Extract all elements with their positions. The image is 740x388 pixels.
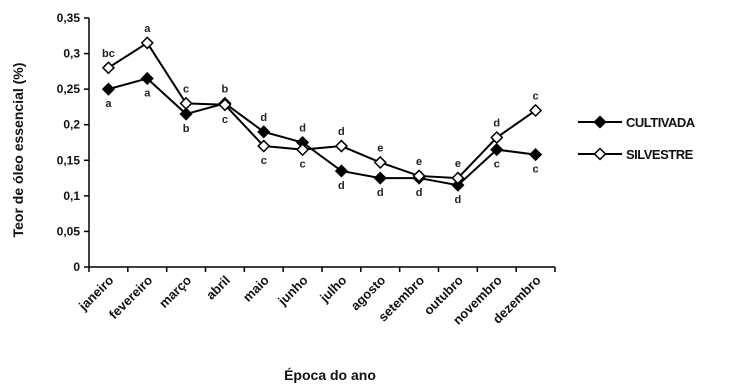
significance-label: c — [261, 155, 267, 167]
legend-label: SILVESTRE — [626, 147, 694, 162]
data-point — [257, 125, 271, 139]
legend-item: CULTIVADA — [578, 115, 696, 130]
data-point — [529, 148, 543, 162]
y-tick-label: 0,35 — [57, 11, 81, 25]
data-point — [490, 143, 504, 157]
legend: CULTIVADA SILVESTRE — [578, 115, 696, 162]
significance-label: c — [222, 114, 228, 126]
data-point — [179, 107, 193, 121]
data-point — [451, 171, 465, 185]
significance-label: c — [533, 164, 539, 176]
significance-label: a — [144, 87, 151, 99]
data-point — [373, 155, 387, 169]
legend-item: SILVESTRE — [578, 147, 694, 162]
x-tick-label: julho — [316, 272, 349, 305]
significance-label: d — [338, 180, 345, 192]
x-tick-label: maio — [240, 272, 272, 304]
significance-label: d — [260, 112, 267, 124]
significance-label: c — [494, 159, 500, 171]
data-point — [257, 139, 271, 153]
y-tick-label: 0,1 — [63, 189, 80, 203]
significance-label: a — [144, 23, 151, 35]
data-point — [140, 71, 154, 86]
data-point — [412, 169, 426, 183]
data-point — [490, 130, 504, 145]
x-tick-label: março — [156, 272, 194, 310]
data-point — [179, 96, 193, 110]
data-point — [373, 171, 387, 185]
significance-label: d — [377, 187, 384, 199]
legend-label: CULTIVADA — [626, 115, 696, 130]
significance-label: d — [455, 194, 462, 206]
plot-series: a a b b d d d d d d c c bc a c c c c d e e e d c — [101, 23, 543, 206]
significance-label: e — [416, 156, 422, 168]
data-point — [140, 36, 154, 50]
significance-label: c — [183, 83, 189, 95]
significance-label: d — [338, 126, 345, 138]
significance-label: d — [493, 118, 500, 130]
significance-label: bc — [102, 48, 115, 60]
legend-marker — [593, 147, 607, 161]
x-tick-label: fevereiro — [106, 272, 155, 321]
data-point — [101, 82, 115, 96]
y-tick-label: 0,3 — [63, 47, 80, 61]
x-tick-label: junho — [274, 272, 310, 308]
data-point — [529, 103, 543, 118]
x-axis-title: Época do ano — [284, 367, 376, 383]
data-point — [218, 98, 232, 112]
significance-label: d — [299, 123, 306, 135]
significance-label: b — [183, 123, 190, 135]
series-cultivada: a a b b d d d d d d c c — [101, 71, 543, 206]
significance-label: a — [105, 98, 112, 110]
significance-label: c — [300, 159, 306, 171]
data-point — [101, 61, 115, 75]
significance-label: e — [377, 142, 383, 154]
significance-label: c — [533, 90, 539, 102]
significance-label: e — [455, 158, 461, 170]
series-line — [107, 41, 537, 180]
y-tick-label: 0,2 — [63, 118, 80, 132]
data-point — [296, 143, 310, 157]
y-tick-label: 0,05 — [57, 224, 81, 238]
data-point — [334, 164, 348, 178]
legend-marker — [593, 115, 607, 129]
y-axis: 0 0,05 0,1 0,15 0,2 0,25 0,3 0,35 — [57, 11, 90, 274]
data-point — [451, 178, 465, 192]
significance-label: d — [416, 187, 423, 199]
y-axis-title: Teor de óleo essencial (%) — [10, 63, 26, 238]
y-tick-label: 0,15 — [57, 153, 81, 167]
significance-label: b — [222, 83, 229, 95]
x-tick-label: abril — [203, 273, 233, 303]
y-tick-label: 0 — [73, 260, 80, 274]
y-tick-label: 0,25 — [57, 82, 81, 96]
series-line — [108, 77, 536, 187]
data-point — [334, 139, 348, 153]
